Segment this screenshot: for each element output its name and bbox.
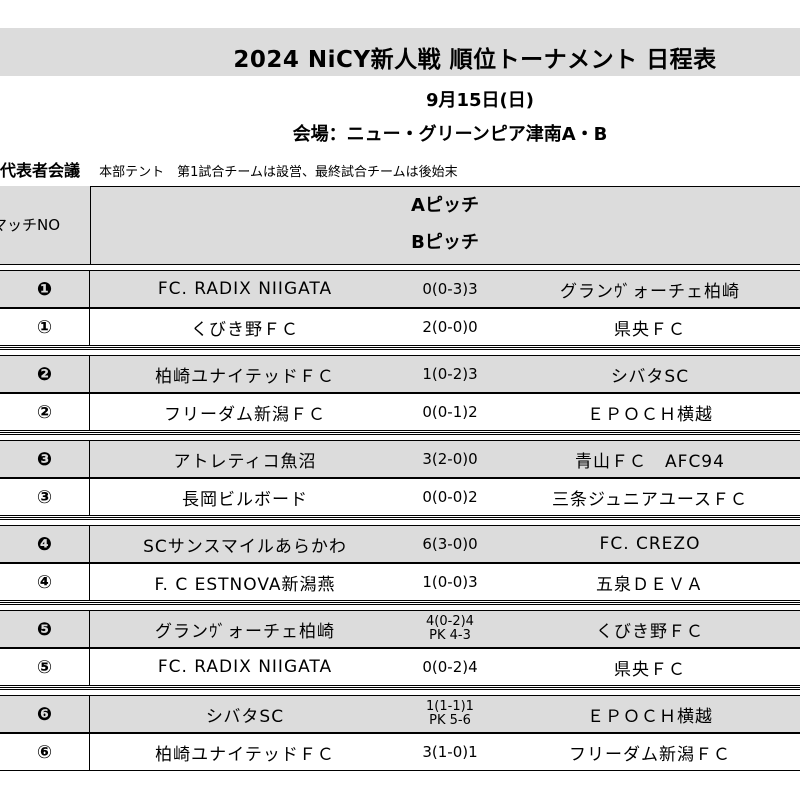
match-number: ⑤	[0, 649, 90, 685]
pitch-a-header: Aピッチ	[0, 186, 800, 226]
match-score: 2(0-0)0	[400, 309, 500, 345]
venue: 会場：ニュー・グリーンピア津南A・B	[292, 124, 608, 145]
match-number: ❺	[0, 611, 90, 647]
match-score: 1(0-0)3	[400, 564, 500, 600]
table-row: ❶ FC. RADIX NIIGATA 0(0-3)3 グランｳﾞォーチェ柏崎	[0, 270, 800, 308]
match-score: 4(0-2)4 PK 4-3	[400, 611, 500, 647]
match-number: ❹	[0, 526, 90, 562]
table-row: ❷ 柏崎ユナイテッドＦＣ 1(0-2)3 シバタSC	[0, 355, 800, 393]
home-team: FC. RADIX NIIGATA	[157, 657, 333, 677]
score-text: 1(0-2)3	[422, 365, 478, 383]
score-text: 2(0-0)0	[422, 318, 478, 336]
match-score: 0(0-1)2	[400, 394, 500, 430]
match-number: ①	[0, 309, 90, 345]
match-number: ④	[0, 564, 90, 600]
match-score: 3(1-0)1	[400, 734, 500, 770]
match-number: ③	[0, 479, 90, 515]
table-row: ④ F. C ESTNOVA新潟燕 1(0-0)3 五泉ＤＥＶＡ	[0, 563, 800, 601]
pitch-b-header: Bピッチ	[0, 224, 800, 265]
table-row: ① くびき野ＦＣ 2(0-0)0 県央ＦＣ	[0, 308, 800, 346]
match-number: ❻	[0, 696, 90, 732]
score-text: 4(0-2)4	[426, 614, 474, 629]
score-text: 0(0-0)2	[422, 488, 478, 506]
score-text: 3(1-0)1	[422, 743, 478, 761]
match-number: ⑥	[0, 734, 90, 770]
score-text: 0(0-1)2	[422, 403, 478, 421]
match-number: ❷	[0, 356, 90, 392]
match-number: ❶	[0, 271, 90, 307]
match-number: ❸	[0, 441, 90, 477]
match-score: 0(0-2)4	[400, 649, 500, 685]
pair-separator	[0, 517, 800, 520]
pair-separator	[0, 602, 800, 605]
home-team: SCサンスマイルあらかわ	[143, 536, 347, 557]
pk-score: PK 5-6	[429, 713, 471, 728]
away-team: シバタSC	[610, 366, 690, 387]
page-title: 2024 NiCY新人戦 順位トーナメント 日程表	[233, 47, 717, 73]
home-team: シバタSC	[205, 706, 285, 727]
match-number: ②	[0, 394, 90, 430]
pk-score: PK 4-3	[429, 628, 471, 643]
score-text: 6(3-0)0	[422, 535, 478, 553]
match-score: 6(3-0)0	[400, 526, 500, 562]
pitch-b-label: Bピッチ	[411, 232, 479, 253]
pair-separator	[0, 687, 800, 690]
match-score: 3(2-0)0	[400, 441, 500, 477]
table-row: ❹ SCサンスマイルあらかわ 6(3-0)0 FC. CREZO	[0, 525, 800, 563]
away-team: グランｳﾞォーチェ柏崎	[560, 281, 740, 302]
score-text: 3(2-0)0	[422, 450, 478, 468]
event-date: 9月15日(日)	[425, 90, 535, 111]
meeting-note: 本部テント 第1試合チームは設営、最終試合チームは後始末	[99, 165, 458, 180]
score-text: 1(1-1)1	[426, 699, 474, 714]
table-row: ❻ シバタSC 1(1-1)1 PK 5-6 ＥＰＯＣＨ横越	[0, 695, 800, 733]
pair-separator	[0, 347, 800, 350]
home-team: アトレティコ魚沼	[173, 451, 317, 472]
home-team: グランｳﾞォーチェ柏崎	[155, 621, 335, 642]
away-team: 青山ＦＣ AFC94	[575, 451, 725, 472]
away-team: 県央ＦＣ	[614, 319, 686, 340]
away-team: 五泉ＤＥＶＡ	[596, 574, 704, 595]
away-team: くびき野ＦＣ	[596, 621, 704, 642]
home-team: 長岡ビルボード	[182, 489, 308, 510]
away-team: ＥＰＯＣＨ横越	[587, 706, 713, 727]
title-band	[0, 28, 800, 76]
away-team: 県央ＦＣ	[614, 659, 686, 680]
match-score: 0(0-3)3	[400, 271, 500, 307]
table-row: ② フリーダム新潟ＦＣ 0(0-1)2 ＥＰＯＣＨ横越	[0, 393, 800, 431]
match-score: 0(0-0)2	[400, 479, 500, 515]
match-score: 1(1-1)1 PK 5-6	[400, 696, 500, 732]
home-team: フリーダム新潟ＦＣ	[164, 404, 326, 425]
home-team: 柏崎ユナイテッドＦＣ	[155, 744, 335, 765]
table-row: ❺ グランｳﾞォーチェ柏崎 4(0-2)4 PK 4-3 くびき野ＦＣ	[0, 610, 800, 648]
away-team: ＥＰＯＣＨ横越	[587, 404, 713, 425]
away-team: フリーダム新潟ＦＣ	[569, 744, 731, 765]
meeting-info: 代表者会議 本部テント 第1試合チームは設営、最終試合チームは後始末	[0, 157, 458, 181]
away-team: 三条ジュニアユースＦＣ	[552, 489, 748, 510]
score-text: 1(0-0)3	[422, 573, 478, 591]
match-no-header: マッチNO	[0, 186, 91, 264]
away-team: FC. CREZO	[599, 534, 701, 554]
home-team: FC. RADIX NIIGATA	[157, 279, 333, 299]
table-row: ③ 長岡ビルボード 0(0-0)2 三条ジュニアユースＦＣ	[0, 478, 800, 516]
score-text: 0(0-2)4	[422, 658, 478, 676]
home-team: F. C ESTNOVA新潟燕	[154, 574, 336, 595]
table-row: ❸ アトレティコ魚沼 3(2-0)0 青山ＦＣ AFC94	[0, 440, 800, 478]
home-team: くびき野ＦＣ	[191, 319, 299, 340]
match-score: 1(0-2)3	[400, 356, 500, 392]
pair-separator	[0, 432, 800, 435]
table-row: ⑥ 柏崎ユナイテッドＦＣ 3(1-0)1 フリーダム新潟ＦＣ	[0, 733, 800, 771]
score-text: 0(0-3)3	[422, 280, 478, 298]
home-team: 柏崎ユナイテッドＦＣ	[155, 366, 335, 387]
meeting-label: 代表者会議	[0, 161, 81, 180]
table-row: ⑤ FC. RADIX NIIGATA 0(0-2)4 県央ＦＣ	[0, 648, 800, 686]
pitch-a-label: Aピッチ	[411, 195, 479, 216]
